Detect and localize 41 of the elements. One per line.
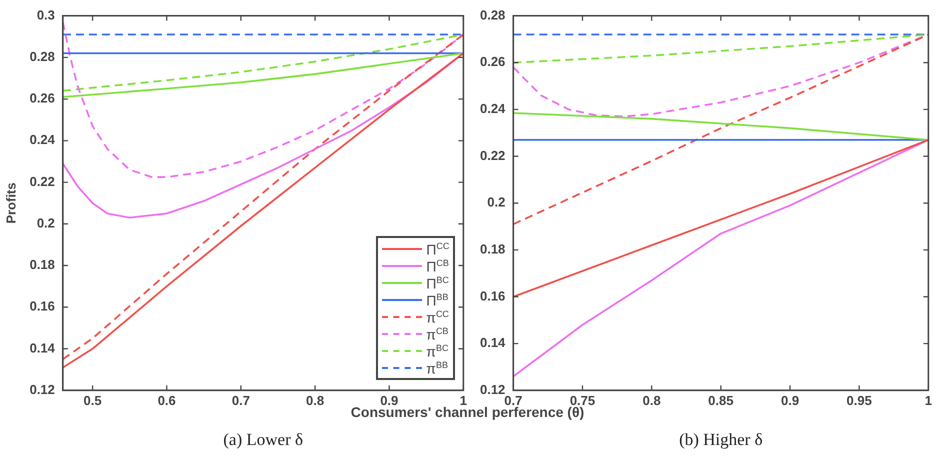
- legend-label: Π$^{CC}$: [426, 240, 450, 258]
- text: (a) Lower δ: [222, 430, 304, 450]
- line-series: [62, 34, 464, 92]
- legend-label: π$^{BC}$: [426, 342, 448, 360]
- text: (b) Higher δ: [678, 430, 764, 450]
- y-tick-label: 0.22: [480, 148, 506, 163]
- legend-label: π$^{CC}$: [426, 308, 449, 326]
- y-tick-label: 0.24: [30, 132, 56, 148]
- x-tick-label: 0.8: [306, 392, 324, 408]
- x-tick-label: 0.85: [708, 392, 734, 408]
- y-tick-label: 0.18: [30, 257, 55, 272]
- x-tick-label: 0.5: [84, 392, 102, 408]
- y-tick-label: 0.16: [30, 298, 55, 314]
- x-tick-label: 0.7: [232, 392, 250, 408]
- y-tick-label: 0.2: [487, 194, 506, 210]
- legend-label: π$^{BB}$: [426, 360, 448, 376]
- legend-label: Π$^{CB}$: [426, 258, 449, 274]
- y-axis-title: Profits: [3, 182, 18, 224]
- legend-label: Π$^{BC}$: [426, 274, 449, 292]
- y-tick-label: 0.16: [480, 288, 506, 304]
- y-tick-label: 0.12: [480, 382, 506, 397]
- y-tick-label: 0.12: [30, 382, 55, 397]
- y-tick-label: 0.26: [30, 90, 55, 106]
- y-tick-label: 0.28: [480, 7, 506, 22]
- y-tick-label: 0.2: [36, 215, 55, 230]
- y-tick-label: 0.3: [36, 7, 55, 22]
- legend-label: Π$^{BB}$: [426, 292, 448, 308]
- line-series: [513, 34, 928, 226]
- y-tick-label: 0.26: [480, 54, 506, 70]
- x-tick-label: 0.8: [642, 392, 661, 408]
- x-tick-label: 0.9: [780, 392, 800, 408]
- y-tick-label: 0.14: [480, 335, 506, 350]
- x-tick-label: 0.95: [846, 392, 872, 408]
- x-tick-label: 0.6: [158, 392, 176, 408]
- legend-label: π$^{CB}$: [426, 326, 448, 342]
- y-tick-label: 0.28: [30, 49, 55, 64]
- x-tick-label: 1: [924, 392, 932, 408]
- y-tick-label: 0.18: [480, 242, 506, 257]
- y-tick-label: 0.22: [30, 174, 55, 189]
- y-tick-label: 0.24: [480, 101, 506, 116]
- y-tick-label: 0.14: [30, 340, 56, 356]
